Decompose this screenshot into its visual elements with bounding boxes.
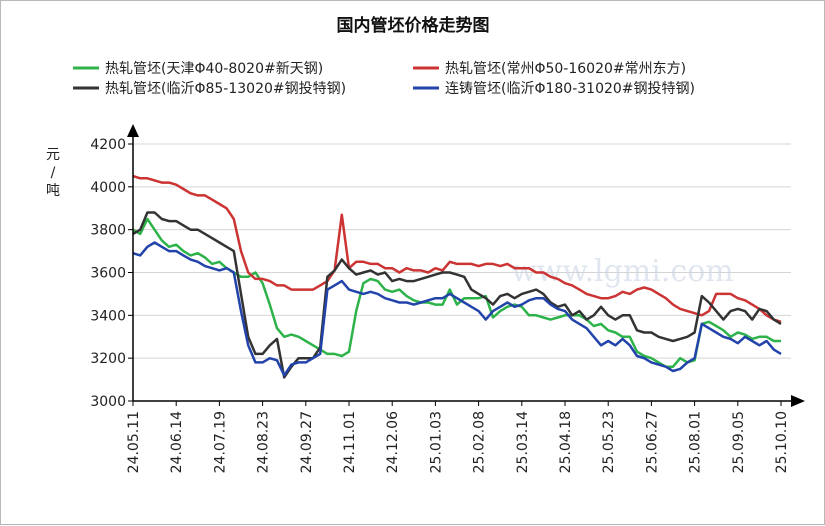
y-tick-label-3800: 3800 [90,223,126,239]
x-tick-label-4: 24.08.23 [256,411,272,473]
legend-label-1: 热轧管坯(天津Φ40-8020#新天钢) [105,61,323,77]
x-tick-label-9: 25.02.08 [472,411,488,473]
series-group [132,174,782,379]
legend-label-3: 热轧管坯(临沂Φ85-13020#钢投特钢) [105,81,346,97]
y-tick-labels: 3000 3200 3400 3600 3800 4000 4200 [90,137,133,410]
y-tick-label-3000: 3000 [90,394,126,410]
legend: 热轧管坯(天津Φ40-8020#新天钢) 热轧管坯(常州Φ50-16020#常州东… [73,61,695,97]
x-tick-label-11: 25.04.18 [558,411,574,473]
x-tick-label-10: 25.03.14 [515,411,531,473]
x-tick-label-8: 25.01.03 [428,411,444,473]
y-tick-label-3600: 3600 [90,266,126,282]
chart-title: 国内管坯价格走势图 [337,15,490,36]
x-tick-labels: 24.05.11 24.06.14 24.07.19 24.08.23 24.09.27… [126,401,790,473]
legend-label-4: 连铸管坯(临沂Φ180-31020#钢投特钢) [445,81,695,97]
x-axis-arrow [791,395,805,407]
x-tick-label-2: 24.06.14 [169,411,185,473]
x-tick-label-3: 24.07.19 [212,411,228,473]
x-tick-label-15: 25.09.05 [731,411,747,473]
x-tick-label-7: 24.12.06 [385,411,401,473]
legend-label-2: 热轧管坯(常州Φ50-16020#常州东方) [445,61,686,77]
y-tick-label-3200: 3200 [90,351,126,367]
x-tick-label-6: 24.11.01 [342,411,358,473]
axes [127,124,805,407]
series-line-1 [132,217,781,368]
watermark-text: www.lgmi.com [511,254,734,289]
x-tick-label-12: 25.05.23 [601,411,617,473]
y-tick-label-4200: 4200 [90,137,126,153]
y-tick-label-4000: 4000 [90,180,126,196]
x-tick-label-1: 24.05.11 [126,411,142,473]
series-line-2 [132,174,782,323]
series-line-4 [132,241,782,377]
series-line-3 [132,211,782,379]
y-axis-label-char: 元 [46,147,60,163]
x-tick-label-13: 25.06.27 [644,411,660,473]
y-axis-arrow [127,124,139,137]
y-tick-label-3400: 3400 [90,308,126,324]
y-axis-label-char: 吨 [46,183,60,199]
x-tick-label-14: 25.08.01 [688,411,704,473]
y-axis-label-char: / [51,165,56,181]
x-tick-label-5: 24.09.27 [299,411,315,473]
x-tick-label-16: 25.10.10 [774,411,790,473]
y-axis-label: 元 / 吨 [46,147,60,199]
